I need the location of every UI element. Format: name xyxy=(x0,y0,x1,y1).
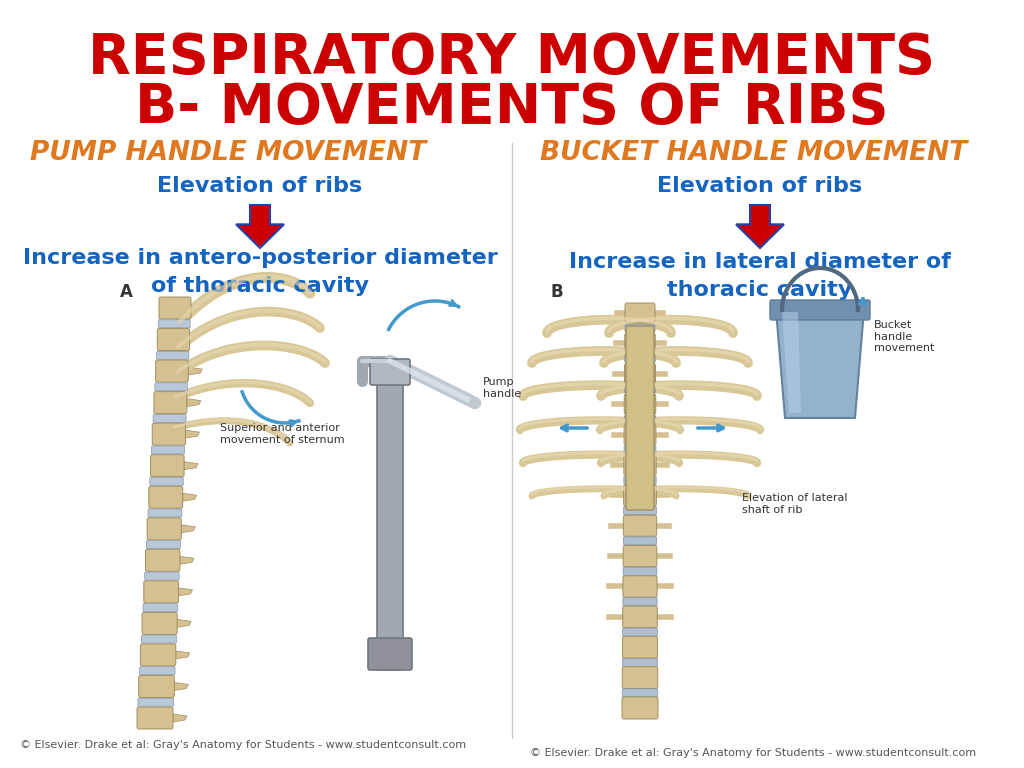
Text: Elevation of ribs: Elevation of ribs xyxy=(657,176,862,196)
FancyBboxPatch shape xyxy=(137,707,173,729)
Polygon shape xyxy=(185,430,200,439)
FancyBboxPatch shape xyxy=(624,485,656,506)
Polygon shape xyxy=(178,588,193,596)
FancyBboxPatch shape xyxy=(143,581,178,603)
FancyBboxPatch shape xyxy=(144,572,179,580)
FancyBboxPatch shape xyxy=(623,667,657,689)
FancyBboxPatch shape xyxy=(625,363,655,384)
Text: RESPIRATORY MOVEMENTS: RESPIRATORY MOVEMENTS xyxy=(88,31,936,85)
FancyBboxPatch shape xyxy=(152,446,184,454)
Text: Bucket
handle
movement: Bucket handle movement xyxy=(874,320,934,353)
FancyBboxPatch shape xyxy=(138,698,174,707)
Polygon shape xyxy=(180,556,194,564)
FancyBboxPatch shape xyxy=(623,658,657,667)
FancyBboxPatch shape xyxy=(623,689,657,697)
FancyBboxPatch shape xyxy=(141,635,176,643)
FancyBboxPatch shape xyxy=(624,515,656,536)
FancyBboxPatch shape xyxy=(151,455,184,477)
Polygon shape xyxy=(236,205,284,248)
FancyBboxPatch shape xyxy=(368,638,412,670)
Text: Superior and anterior
movement of sternum: Superior and anterior movement of sternu… xyxy=(220,423,345,445)
FancyBboxPatch shape xyxy=(623,606,657,627)
FancyBboxPatch shape xyxy=(624,568,656,575)
Text: B- MOVEMENTS OF RIBS: B- MOVEMENTS OF RIBS xyxy=(135,81,889,135)
FancyBboxPatch shape xyxy=(624,545,656,567)
FancyBboxPatch shape xyxy=(623,628,657,636)
FancyBboxPatch shape xyxy=(622,697,658,719)
Polygon shape xyxy=(182,493,197,502)
FancyBboxPatch shape xyxy=(625,385,655,393)
FancyBboxPatch shape xyxy=(624,445,656,454)
FancyBboxPatch shape xyxy=(625,333,655,353)
FancyBboxPatch shape xyxy=(155,382,187,391)
FancyBboxPatch shape xyxy=(138,676,174,697)
FancyBboxPatch shape xyxy=(624,537,656,545)
FancyBboxPatch shape xyxy=(142,612,177,634)
FancyBboxPatch shape xyxy=(626,326,654,510)
FancyBboxPatch shape xyxy=(623,576,657,598)
Text: PUMP HANDLE MOVEMENT: PUMP HANDLE MOVEMENT xyxy=(30,140,426,166)
FancyBboxPatch shape xyxy=(146,541,180,548)
Circle shape xyxy=(470,398,480,408)
FancyBboxPatch shape xyxy=(370,359,410,385)
FancyBboxPatch shape xyxy=(625,394,655,415)
Polygon shape xyxy=(184,462,198,470)
FancyBboxPatch shape xyxy=(147,518,181,540)
FancyBboxPatch shape xyxy=(156,360,188,382)
Text: A: A xyxy=(120,283,133,301)
Text: Elevation of lateral
shaft of rib: Elevation of lateral shaft of rib xyxy=(742,493,848,515)
Polygon shape xyxy=(173,714,187,722)
Polygon shape xyxy=(782,312,801,413)
Polygon shape xyxy=(181,525,196,533)
FancyBboxPatch shape xyxy=(140,644,176,666)
FancyBboxPatch shape xyxy=(377,371,403,670)
FancyBboxPatch shape xyxy=(157,351,188,359)
Polygon shape xyxy=(188,367,202,375)
FancyBboxPatch shape xyxy=(154,392,186,414)
FancyBboxPatch shape xyxy=(154,415,186,422)
FancyBboxPatch shape xyxy=(623,637,657,658)
Polygon shape xyxy=(177,619,191,627)
FancyBboxPatch shape xyxy=(153,423,185,445)
FancyBboxPatch shape xyxy=(624,424,656,445)
FancyBboxPatch shape xyxy=(625,355,655,362)
Text: BUCKET HANDLE MOVEMENT: BUCKET HANDLE MOVEMENT xyxy=(540,140,968,166)
Polygon shape xyxy=(174,683,188,690)
FancyBboxPatch shape xyxy=(148,509,182,517)
Polygon shape xyxy=(776,310,864,418)
FancyBboxPatch shape xyxy=(625,415,655,423)
FancyBboxPatch shape xyxy=(158,329,189,350)
FancyBboxPatch shape xyxy=(624,476,656,484)
Text: © Elsevier. Drake et al: Gray's Anatomy for Students - www.studentconsult.com: © Elsevier. Drake et al: Gray's Anatomy … xyxy=(20,740,466,750)
Polygon shape xyxy=(176,651,189,659)
FancyBboxPatch shape xyxy=(159,319,190,328)
FancyBboxPatch shape xyxy=(145,549,180,571)
Text: Increase in antero-posterior diameter
of thoracic cavity: Increase in antero-posterior diameter of… xyxy=(23,248,498,296)
Text: Pump
handle: Pump handle xyxy=(483,377,521,399)
FancyBboxPatch shape xyxy=(624,455,656,475)
FancyBboxPatch shape xyxy=(148,486,182,508)
Text: Increase in lateral diameter of
thoracic cavity: Increase in lateral diameter of thoracic… xyxy=(569,252,951,300)
Polygon shape xyxy=(736,205,784,248)
Polygon shape xyxy=(186,399,201,406)
FancyBboxPatch shape xyxy=(150,478,183,485)
FancyBboxPatch shape xyxy=(624,507,656,515)
FancyBboxPatch shape xyxy=(625,324,655,333)
FancyBboxPatch shape xyxy=(139,667,175,675)
FancyBboxPatch shape xyxy=(770,300,870,320)
FancyBboxPatch shape xyxy=(159,297,191,319)
Text: B: B xyxy=(550,283,562,301)
FancyBboxPatch shape xyxy=(625,303,655,323)
FancyBboxPatch shape xyxy=(143,604,178,611)
FancyBboxPatch shape xyxy=(623,598,657,606)
Text: © Elsevier. Drake et al: Gray's Anatomy for Students - www.studentconsult.com: © Elsevier. Drake et al: Gray's Anatomy … xyxy=(530,748,976,758)
Text: Elevation of ribs: Elevation of ribs xyxy=(158,176,362,196)
